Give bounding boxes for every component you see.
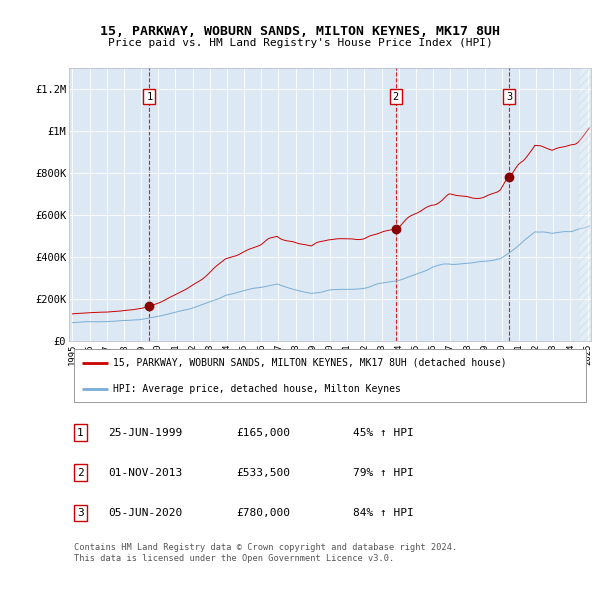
Text: £533,500: £533,500 bbox=[236, 468, 290, 477]
Text: 2: 2 bbox=[392, 91, 399, 101]
Text: £165,000: £165,000 bbox=[236, 428, 290, 438]
Text: 3: 3 bbox=[77, 507, 84, 517]
Text: 45% ↑ HPI: 45% ↑ HPI bbox=[353, 428, 414, 438]
Text: £780,000: £780,000 bbox=[236, 507, 290, 517]
Text: Price paid vs. HM Land Registry's House Price Index (HPI): Price paid vs. HM Land Registry's House … bbox=[107, 38, 493, 48]
Text: 2: 2 bbox=[77, 468, 84, 477]
Text: 3: 3 bbox=[506, 91, 512, 101]
Text: 15, PARKWAY, WOBURN SANDS, MILTON KEYNES, MK17 8UH: 15, PARKWAY, WOBURN SANDS, MILTON KEYNES… bbox=[100, 25, 500, 38]
FancyBboxPatch shape bbox=[74, 349, 586, 402]
Text: 25-JUN-1999: 25-JUN-1999 bbox=[108, 428, 182, 438]
Text: 15, PARKWAY, WOBURN SANDS, MILTON KEYNES, MK17 8UH (detached house): 15, PARKWAY, WOBURN SANDS, MILTON KEYNES… bbox=[113, 358, 507, 368]
Text: 79% ↑ HPI: 79% ↑ HPI bbox=[353, 468, 414, 477]
Text: HPI: Average price, detached house, Milton Keynes: HPI: Average price, detached house, Milt… bbox=[113, 384, 401, 394]
Text: 05-JUN-2020: 05-JUN-2020 bbox=[108, 507, 182, 517]
Text: 1: 1 bbox=[146, 91, 152, 101]
Text: 01-NOV-2013: 01-NOV-2013 bbox=[108, 468, 182, 477]
Text: 1: 1 bbox=[77, 428, 84, 438]
Text: Contains HM Land Registry data © Crown copyright and database right 2024.
This d: Contains HM Land Registry data © Crown c… bbox=[74, 543, 457, 563]
Text: 84% ↑ HPI: 84% ↑ HPI bbox=[353, 507, 414, 517]
